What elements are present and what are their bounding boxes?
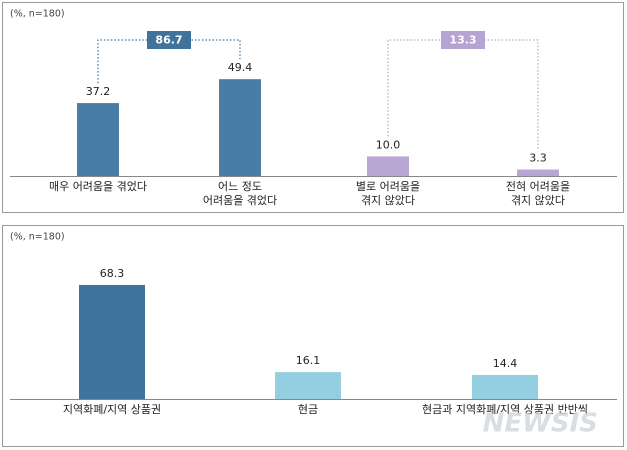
value-label: 14.4: [493, 357, 518, 370]
category-label: 지역화폐/지역 상품권: [63, 403, 161, 416]
summary-box: [441, 31, 485, 49]
value-label: 37.2: [86, 85, 111, 98]
subtitle: (%, n=180): [10, 9, 65, 20]
bar: [219, 79, 261, 176]
category-label: 별로 어려움을 겪지 않았다: [356, 180, 420, 207]
bar: [472, 374, 538, 399]
bar: [367, 156, 409, 176]
value-label: 3.3: [529, 152, 547, 165]
value-label: 49.4: [228, 61, 253, 74]
value-label: 68.3: [100, 267, 125, 280]
category-label: 현금과 지역화폐/지역 상품권 반반씩: [422, 403, 588, 416]
summary-label: 86.7: [155, 34, 182, 47]
value-label: 16.1: [296, 354, 321, 367]
category-label: 현금: [298, 403, 318, 416]
bar: [79, 284, 145, 399]
watermark: NEWSIS: [483, 409, 598, 439]
panel-bottom: [2, 225, 624, 447]
category-label: 전혀 어려움을 겪지 않았다: [506, 180, 570, 207]
subtitle: (%, n=180): [10, 232, 65, 243]
category-label: 매우 어려움을 겪었다: [49, 180, 147, 193]
bar: [517, 169, 559, 176]
bar: [77, 103, 119, 176]
summary-box: [147, 31, 191, 49]
bracket: [97, 39, 241, 84]
bar: [275, 372, 341, 399]
value-label: 10.0: [376, 138, 401, 151]
panel-top: [2, 2, 624, 213]
bracket: [387, 39, 539, 150]
summary-label: 13.3: [449, 34, 476, 47]
category-label: 어느 정도 어려움을 겪었다: [203, 180, 277, 207]
